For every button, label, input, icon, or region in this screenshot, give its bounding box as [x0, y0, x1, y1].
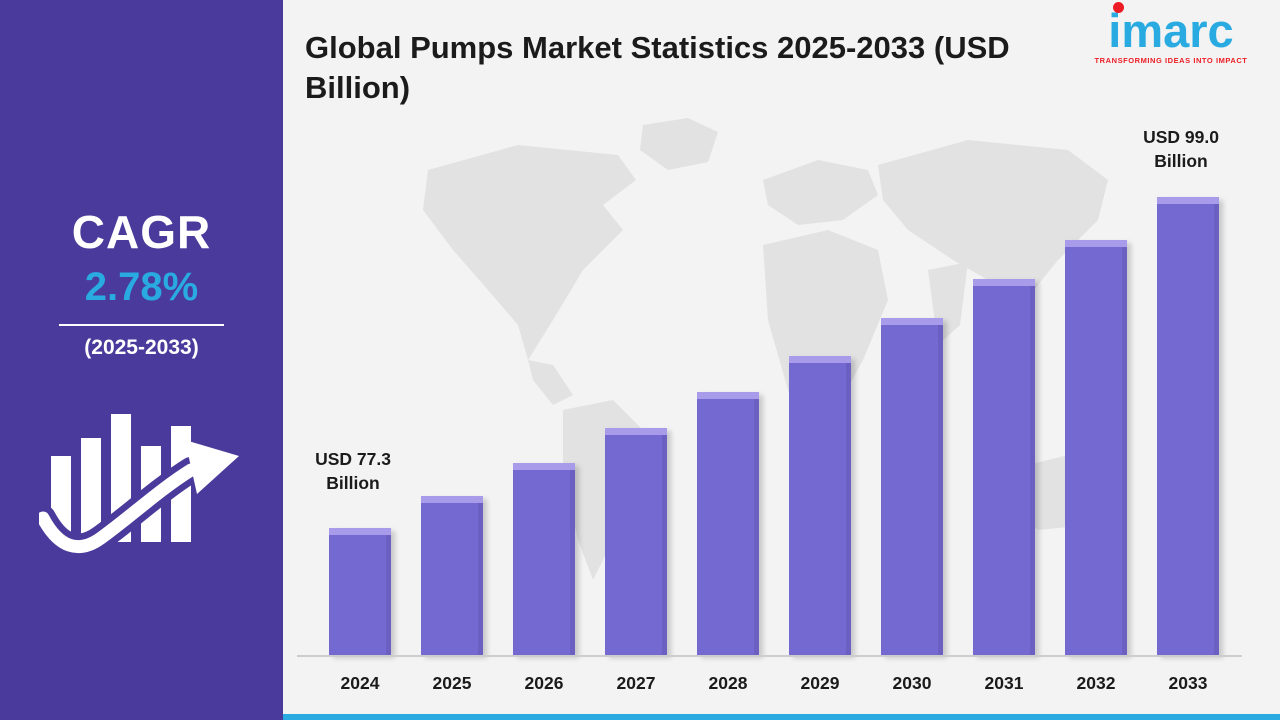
growth-chart-icon [0, 398, 283, 563]
x-axis-label-2025: 2025 [432, 673, 472, 693]
bottom-accent-bar [283, 714, 1280, 720]
cagr-value: 2.78% [84, 265, 199, 309]
bar-top-face [1065, 240, 1127, 247]
logo-tagline: TRANSFORMING IDEAS INTO IMPACT [1094, 56, 1248, 66]
bar-2031 [973, 279, 1035, 655]
logo-text: imarc [1108, 4, 1234, 57]
bar-2025 [421, 496, 483, 655]
cagr-divider [59, 324, 224, 326]
bar-top-face [697, 392, 759, 399]
bar-top-face [789, 356, 851, 363]
bar-2026 [513, 463, 575, 655]
cagr-period: (2025-2033) [84, 336, 199, 359]
x-axis-label-2028: 2028 [708, 673, 748, 693]
x-axis-label-2029: 2029 [800, 673, 840, 693]
x-axis-label-2027: 2027 [616, 673, 656, 693]
x-axis-labels: 2024 2025 2026 2027 2028 2029 2030 2031 2032 2033 [329, 673, 1219, 694]
bar-top-face [329, 528, 391, 535]
chart-title: Global Pumps Market Statistics 2025-2033… [305, 30, 1010, 105]
bar-2033 [1157, 197, 1219, 655]
bar-2027 [605, 428, 667, 655]
bar-2028 [697, 392, 759, 655]
bar-2032 [1065, 240, 1127, 655]
logo-wordmark: imarc [1108, 2, 1234, 57]
bar-top-face [605, 428, 667, 435]
bar-2030 [881, 318, 943, 655]
bar-2024 [329, 528, 391, 655]
bar-top-face [421, 496, 483, 503]
cagr-sidebar: CAGR 2.78% (2025-2033) [0, 0, 283, 720]
chart-panel: Global Pumps Market Statistics 2025-2033… [283, 0, 1280, 720]
bars-row [329, 197, 1219, 655]
x-axis-line [297, 655, 1242, 657]
x-axis-label-2030: 2030 [892, 673, 932, 693]
cagr-label: CAGR [71, 206, 212, 258]
x-axis-label-2031: 2031 [984, 673, 1024, 693]
logo-red-dot-icon [1113, 2, 1125, 13]
x-axis-label-2033: 2033 [1168, 673, 1208, 693]
bar-top-face [513, 463, 575, 470]
bar-2029 [789, 356, 851, 655]
imarc-logo: imarc TRANSFORMING IDEAS INTO IMPACT [1076, 2, 1266, 66]
first-bar-value-label: USD 77.3 Billion [315, 449, 391, 493]
bar-top-face [1157, 197, 1219, 204]
x-axis-label-2024: 2024 [340, 673, 380, 693]
bar-top-face [973, 279, 1035, 286]
last-bar-value-label: USD 99.0 Billion [1143, 127, 1219, 171]
bar-top-face [881, 318, 943, 325]
x-axis-label-2032: 2032 [1076, 673, 1116, 693]
x-axis-label-2026: 2026 [524, 673, 564, 693]
